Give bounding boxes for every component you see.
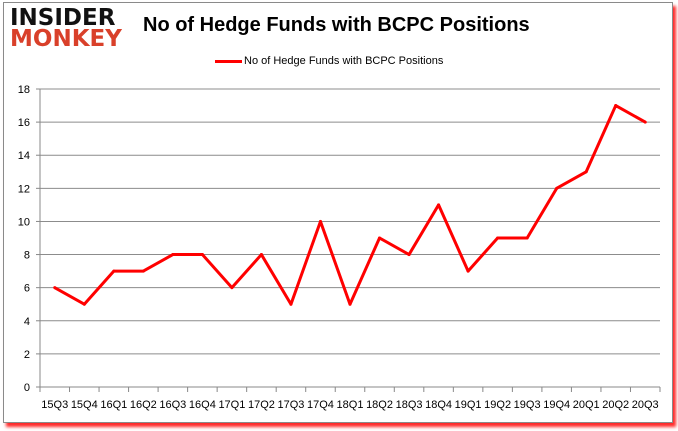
chart-title: No of Hedge Funds with BCPC Positions <box>143 14 530 36</box>
x-tick-label: 16Q1 <box>100 399 127 411</box>
x-tick-label: 19Q2 <box>484 399 511 411</box>
data-point <box>525 236 529 240</box>
x-tick-label: 19Q3 <box>514 399 541 411</box>
x-tick-label: 15Q3 <box>41 399 68 411</box>
data-point <box>82 302 86 306</box>
y-tick-label: 12 <box>18 183 30 195</box>
x-tick-label: 17Q2 <box>248 399 275 411</box>
x-tick-label: 18Q1 <box>337 399 364 411</box>
data-point <box>230 286 234 290</box>
data-point <box>200 253 204 257</box>
x-tick-label: 17Q1 <box>218 399 245 411</box>
data-point <box>378 236 382 240</box>
data-point <box>614 104 618 108</box>
data-point <box>112 269 116 273</box>
legend: No of Hedge Funds with BCPC Positions <box>215 55 443 67</box>
x-tick-label: 19Q1 <box>455 399 482 411</box>
y-tick-label: 10 <box>18 216 30 228</box>
x-tick-label: 20Q1 <box>573 399 600 411</box>
x-tick-label: 18Q3 <box>396 399 423 411</box>
y-tick-label: 16 <box>18 117 30 129</box>
data-point <box>348 302 352 306</box>
data-point <box>407 253 411 257</box>
y-tick-label: 14 <box>18 150 30 162</box>
y-tick-label: 0 <box>24 382 30 394</box>
legend-swatch <box>215 59 242 63</box>
logo-line1: INSIDER <box>10 5 116 31</box>
data-point <box>318 219 322 223</box>
y-tick-label: 4 <box>24 316 30 328</box>
series-line <box>54 104 646 306</box>
y-tick-label: 18 <box>18 84 30 96</box>
x-tick-label: 18Q4 <box>425 399 452 411</box>
y-tick-label: 2 <box>24 349 30 361</box>
x-tick-label: 16Q2 <box>130 399 157 411</box>
insider-monkey-logo: INSIDER MONKEY <box>10 5 122 52</box>
x-tick-label: 15Q4 <box>71 399 98 411</box>
data-point <box>643 120 647 124</box>
logo-line2: MONKEY <box>10 26 122 52</box>
x-tick-label: 17Q4 <box>307 399 334 411</box>
y-tick-label: 6 <box>24 283 30 295</box>
y-tick-label: 8 <box>24 250 30 262</box>
data-point <box>259 253 263 257</box>
x-tick-label: 20Q3 <box>632 399 659 411</box>
x-tick-label: 17Q3 <box>277 399 304 411</box>
x-tick-label: 19Q4 <box>543 399 570 411</box>
data-point <box>53 286 57 290</box>
x-tick-label: 16Q3 <box>159 399 186 411</box>
legend-label: No of Hedge Funds with BCPC Positions <box>244 55 444 67</box>
data-point <box>555 186 559 190</box>
data-point <box>141 269 145 273</box>
data-point <box>466 269 470 273</box>
x-tick-label: 20Q2 <box>602 399 629 411</box>
data-point <box>584 170 588 174</box>
data-point <box>171 253 175 257</box>
chart-frame <box>3 2 673 423</box>
x-tick-label: 18Q2 <box>366 399 393 411</box>
data-point <box>496 236 500 240</box>
x-tick-label: 16Q4 <box>189 399 216 411</box>
data-point <box>437 203 441 207</box>
data-point <box>289 302 293 306</box>
